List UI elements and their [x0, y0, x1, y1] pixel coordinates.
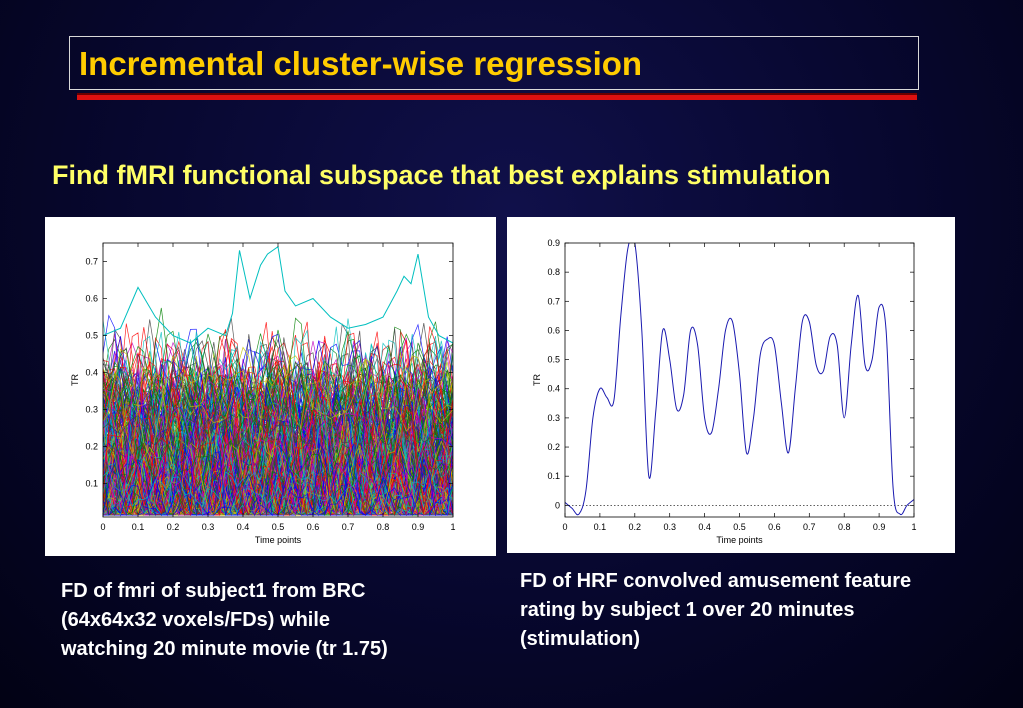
x-tick-label: 1: [911, 522, 916, 532]
fmri-series-line: [103, 398, 453, 510]
fmri-series-line: [103, 330, 453, 477]
fmri-peak-series-line: [103, 245, 453, 344]
y-tick-label: 0.4: [547, 384, 560, 394]
y-tick-label: 0: [555, 500, 560, 510]
caption-left-line: watching 20 minute movie (tr 1.75): [61, 638, 388, 660]
x-tick-label: 0.5: [733, 522, 746, 532]
y-tick-label: 0.9: [547, 238, 560, 248]
x-tick-label: 0.3: [663, 522, 676, 532]
x-tick-label: 0.2: [629, 522, 642, 532]
title-box: Incremental cluster-wise regression: [69, 36, 919, 90]
x-tick-label: 0.4: [698, 522, 711, 532]
slide-title: Incremental cluster-wise regression: [79, 45, 643, 82]
caption-left: FD of fmri of subject1 from BRC (64x64x3…: [61, 577, 481, 664]
x-tick-label: 0.4: [237, 522, 250, 532]
x-tick-label: 0.8: [838, 522, 851, 532]
y-tick-label: 0.4: [85, 368, 98, 378]
fmri-series-line: [103, 389, 453, 516]
title-underline-shadow: [77, 93, 917, 95]
y-tick-label: 0.1: [85, 479, 98, 489]
x-axis-label: Time points: [716, 535, 763, 545]
title-underline: [77, 95, 917, 100]
x-tick-label: 0.1: [594, 522, 607, 532]
y-tick-label: 0.8: [547, 267, 560, 277]
x-tick-label: 0.9: [412, 522, 425, 532]
fmri-series-line: [103, 463, 453, 513]
x-tick-label: 0.3: [202, 522, 215, 532]
caption-left-line: FD of fmri of subject1 from BRC: [61, 580, 366, 602]
y-tick-label: 0.1: [547, 471, 560, 481]
y-axis-label: TR: [70, 374, 80, 386]
caption-right-line: FD of HRF convolved amusement feature: [520, 570, 912, 592]
x-tick-label: 0.7: [342, 522, 355, 532]
fmri-series-line: [103, 469, 453, 510]
fmri-chart: 0 0.1 0.2 0.3 0.4 0.5 0.6 0.7 0.8 0.9 1 0.1 0.2 0.3 0.…: [70, 242, 456, 545]
caption-left-line: (64x64x32 voxels/FDs) while: [61, 609, 331, 631]
fmri-series-line: [103, 365, 453, 484]
y-tick-label: 0.2: [85, 442, 98, 452]
x-axis-label: Time points: [255, 535, 302, 545]
fmri-series-line: [103, 343, 453, 457]
fmri-series-line: [103, 342, 453, 436]
fmri-series-line: [103, 359, 453, 464]
y-tick-label: 0.6: [85, 294, 98, 304]
x-tick-label: 0.2: [167, 522, 180, 532]
fmri-series-line: [103, 405, 453, 450]
x-tick-label: 0.9: [873, 522, 886, 532]
caption-right-line: (stimulation): [520, 628, 640, 650]
stimulation-chart: 0 0.1 0.2 0.3 0.4 0.5 0.6 0.7 0.8 0.9 1 0 0.1 0.2 0.3 0…: [532, 238, 917, 545]
x-tick-label: 0.8: [377, 522, 390, 532]
stimulation-series-line: [565, 243, 914, 516]
y-tick-label: 0.3: [547, 413, 560, 423]
y-tick-label: 0.6: [547, 325, 560, 335]
x-tick-label: 0: [100, 522, 105, 532]
slide-subtitle: Find fMRI functional subspace that best …: [52, 160, 831, 190]
x-tick-label: 1: [450, 522, 455, 532]
fmri-series-group: [103, 245, 453, 517]
plot-frame: [564, 242, 915, 518]
y-tick-label: 0.3: [85, 405, 98, 415]
x-tick-label: 0.1: [132, 522, 145, 532]
x-tick-label: 0.6: [307, 522, 320, 532]
y-tick-label: 0.5: [547, 355, 560, 365]
x-tick-label: 0: [562, 522, 567, 532]
fmri-series-line: [103, 445, 453, 514]
y-tick-label: 0.2: [547, 442, 560, 452]
y-axis-label: TR: [532, 374, 542, 386]
y-tick-label: 0.7: [547, 296, 560, 306]
x-tick-label: 0.7: [803, 522, 816, 532]
caption-right: FD of HRF convolved amusement feature ra…: [520, 567, 1000, 654]
fmri-series-line: [103, 356, 453, 491]
y-tick-label: 0.5: [85, 331, 98, 341]
x-tick-label: 0.5: [272, 522, 285, 532]
stimulation-chart-panel: 0 0.1 0.2 0.3 0.4 0.5 0.6 0.7 0.8 0.9 1 0 0.1 0.2 0.3 0…: [507, 217, 955, 553]
x-tick-label: 0.6: [768, 522, 781, 532]
fmri-chart-panel: 0 0.1 0.2 0.3 0.4 0.5 0.6 0.7 0.8 0.9 1 0.1 0.2 0.3 0.…: [45, 217, 496, 556]
fmri-series-line: [103, 328, 453, 459]
y-tick-label: 0.7: [85, 257, 98, 267]
caption-right-line: rating by subject 1 over 20 minutes: [520, 599, 855, 621]
stimulation-series-group: [565, 243, 914, 516]
